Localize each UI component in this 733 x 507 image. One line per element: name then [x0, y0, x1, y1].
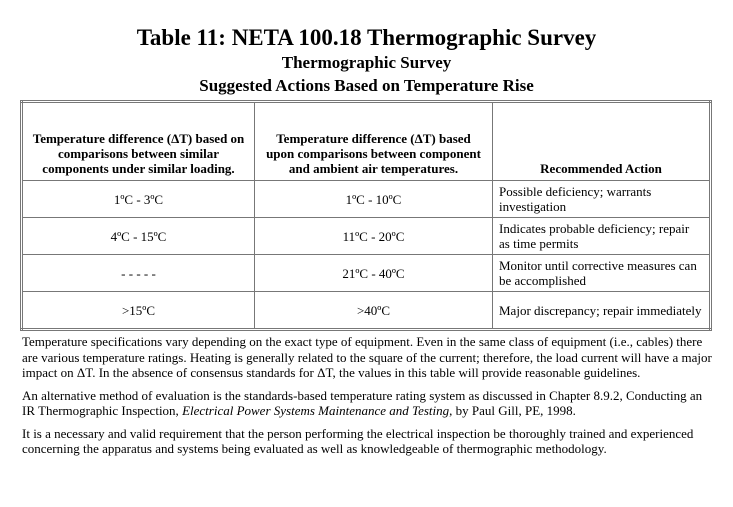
- range-cell: >40ºC: [254, 291, 493, 330]
- notes: Temperature specifications vary dependin…: [22, 334, 712, 464]
- table-row: - - - - -21ºC - 40ºC Monitor until correc…: [21, 254, 711, 292]
- note-text: Temperature specifications vary dependin…: [22, 334, 712, 380]
- range-cell: 1ºC - 10ºC: [254, 180, 493, 218]
- range-cell: 11ºC - 20ºC: [254, 217, 493, 255]
- note-text: An alternative method of evaluation is t…: [22, 387, 703, 419]
- table-row: >15ºC >40ºC Major discrepancy; repair imme…: [21, 291, 711, 330]
- action-cell: Monitor until corrective measures can be…: [492, 254, 711, 292]
- action-cell: Possible deficiency; warrants investigat…: [492, 180, 711, 218]
- table-row: 1ºC - 3ºC 1ºC - 10ºC Possible deficiency; …: [21, 180, 711, 218]
- note: An alternative method of evaluation is t…: [22, 388, 712, 419]
- action-cell: Major discrepancy; repair immediately: [492, 291, 711, 330]
- range-cell: 4ºC - 15ºC: [21, 217, 255, 255]
- note: It is a necessary and valid requirement …: [22, 426, 712, 457]
- note-text: , by Paul Gill, PE, 1998.: [449, 403, 576, 418]
- column-header: Temperature difference (ΔT) based on com…: [21, 101, 255, 181]
- column-header: Recommended Action: [492, 101, 711, 181]
- action-cell: Indicates probable deficiency; repair as…: [492, 217, 711, 255]
- subtitle: Suggested Actions Based on Temperature R…: [199, 76, 534, 95]
- column-header: Temperature difference (ΔT) based upon c…: [254, 101, 493, 181]
- note-text: It is a necessary and valid requirement …: [22, 425, 694, 457]
- range-cell: 21ºC - 40ºC: [254, 254, 493, 292]
- range-cell: >15ºC: [21, 291, 255, 330]
- note: Temperature specifications vary dependin…: [22, 334, 712, 381]
- table-row: 4ºC - 15ºC 11ºC - 20ºC Indicates probable …: [21, 217, 711, 255]
- range-cell: - - - - -: [21, 254, 255, 292]
- table-body: 1ºC - 3ºC 1ºC - 10ºC Possible deficiency; …: [21, 180, 711, 330]
- range-cell: 1ºC - 3ºC: [21, 180, 255, 218]
- header-row: Temperature difference (ΔT) based on com…: [21, 101, 711, 181]
- book-title: Electrical Power Systems Maintenance and…: [182, 403, 450, 418]
- subtitle: Thermographic Survey: [281, 53, 452, 72]
- table: Temperature difference (ΔT) based on com…: [20, 100, 712, 331]
- title: Table 11: NETA 100.18 Thermographic Surv…: [136, 25, 597, 50]
